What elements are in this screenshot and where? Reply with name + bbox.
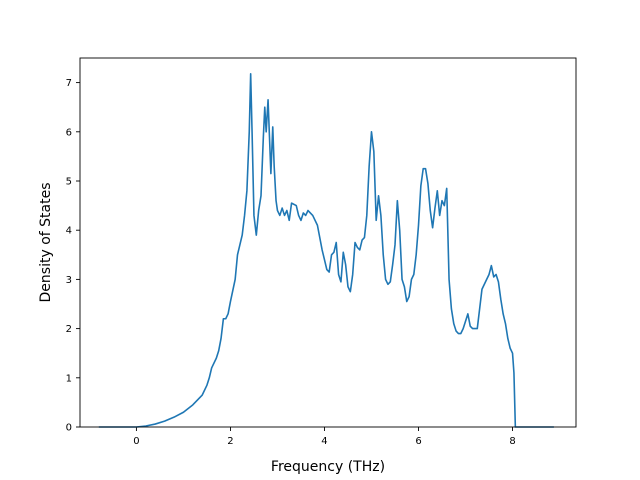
- y-tick-label: 6: [66, 127, 72, 138]
- dos-series-line: [98, 72, 554, 428]
- y-tick-label: 0: [66, 423, 72, 434]
- x-tick-label: 6: [415, 436, 421, 447]
- plot-frame: [79, 57, 577, 428]
- y-axis-ticks: 0 1 2 3 4 5 6 7: [66, 78, 80, 434]
- y-tick-label: 3: [66, 275, 72, 286]
- x-axis-ticks: 0 2 4 6 8: [133, 427, 516, 447]
- x-tick-label: 0: [133, 436, 139, 447]
- y-tick-label: 2: [66, 324, 72, 335]
- x-tick-label: 8: [509, 436, 515, 447]
- x-axis-label: Frequency (THz): [271, 459, 385, 475]
- y-tick-label: 1: [66, 373, 72, 384]
- x-tick-label: 2: [227, 436, 233, 447]
- x-tick-label: 4: [321, 436, 327, 447]
- y-tick-label: 7: [66, 78, 72, 89]
- y-tick-label: 5: [66, 177, 72, 188]
- y-axis-label: Density of States: [38, 183, 54, 303]
- y-tick-label: 4: [66, 226, 72, 237]
